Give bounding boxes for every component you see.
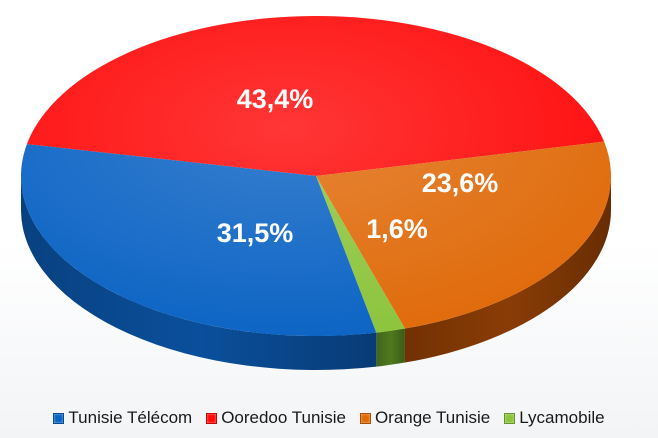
legend-label: Ooredoo Tunisie (221, 408, 346, 427)
pie-side-shade (404, 176, 611, 363)
legend-swatch (504, 412, 516, 424)
pie-tops (20, 16, 612, 336)
legend-item-ooredoo-tunisie: Ooredoo Tunisie (206, 408, 346, 428)
legend-swatch (206, 412, 218, 424)
legend-item-orange-tunisie: Orange Tunisie (359, 408, 491, 428)
legend-item-tunisie-telecom: Tunisie Télécom (53, 408, 192, 428)
pie-labels: 31,5% 43,4% 23,6% 1,6% (217, 84, 499, 248)
legend-label: Lycamobile (519, 408, 605, 427)
legend-label: Tunisie Télécom (68, 408, 193, 427)
legend-swatch (53, 412, 65, 424)
slice-label-orange-tunisie: 23,6% (422, 168, 499, 198)
legend-swatch (359, 412, 371, 424)
legend-item-lycamobile: Lycamobile (504, 408, 605, 428)
legend-label: Orange Tunisie (374, 408, 491, 427)
legend: Tunisie Télécom Ooredoo Tunisie Orange T… (0, 408, 658, 428)
slice-label-ooredoo-tunisie: 43,4% (237, 84, 314, 114)
pie-sheen (21, 16, 611, 336)
pie-side-shade (21, 176, 377, 371)
pie-side-shade (376, 328, 405, 367)
pie-sides (21, 176, 611, 371)
slice-label-tunisie-telecom: 31,5% (217, 218, 294, 248)
slice-label-lycamobile: 1,6% (366, 214, 428, 244)
